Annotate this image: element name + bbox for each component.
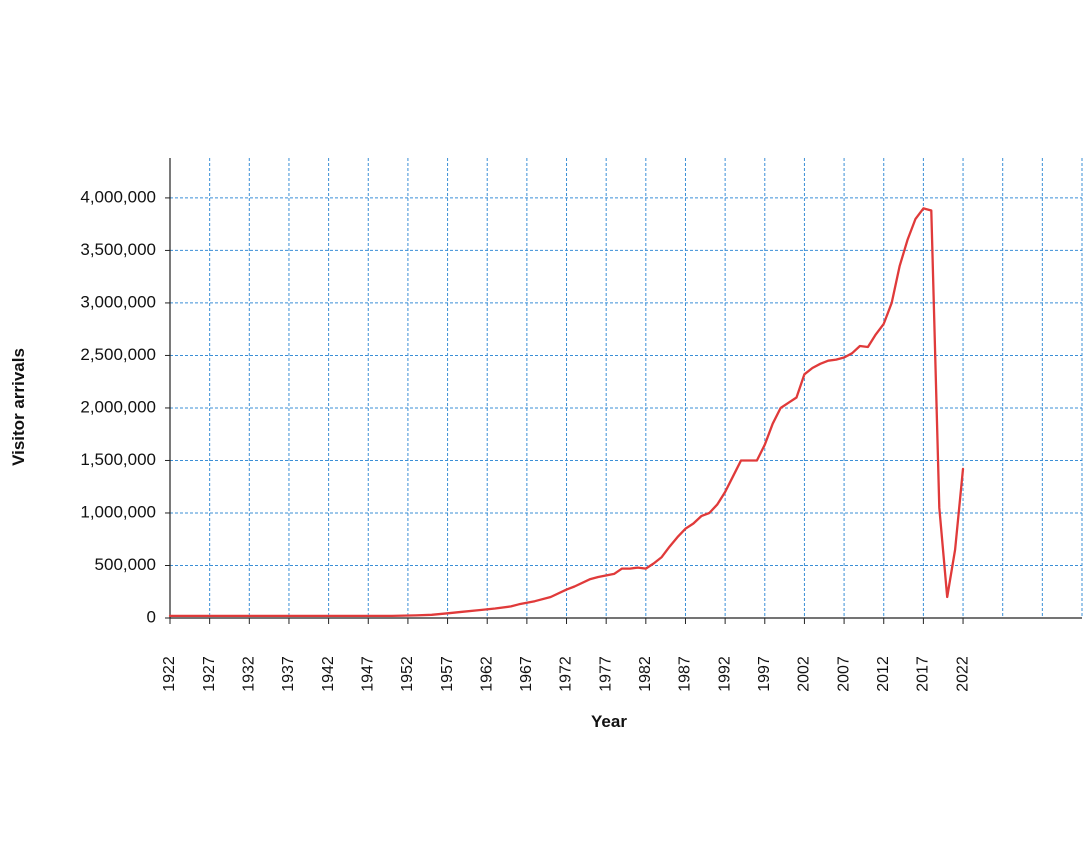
x-tick-label: 1977 [597,656,614,692]
y-tick-label: 2,000,000 [80,397,156,416]
x-tick-label: 2012 [875,656,892,692]
y-tick-label: 0 [147,607,156,626]
y-tick-label: 3,000,000 [80,292,156,311]
x-tick-label: 1992 [716,656,733,692]
y-tick-label: 4,000,000 [80,187,156,206]
x-tick-label: 1987 [677,656,694,692]
x-tick-label: 1997 [756,656,773,692]
series-layer [168,207,965,618]
x-tick-label: 2017 [915,656,932,692]
x-tick-label: 1957 [439,656,456,692]
x-tick-label: 1932 [241,656,258,692]
x-tick-label: 1922 [161,656,178,692]
y-tick-labels: 0 500,000 1,000,000 1,500,000 2,000,000 2,500… [80,187,170,626]
y-axis-label: Visitor arrivals [9,348,28,466]
x-tick-label: 1927 [201,656,218,692]
x-axis-label: Year [591,712,627,731]
x-tick-label: 1937 [280,656,297,692]
x-tick-label: 1967 [518,656,535,692]
x-tick-label: 1972 [558,656,575,692]
grid-lines [169,158,1083,618]
x-tick-label: 2007 [835,656,852,692]
y-tick-label: 500,000 [95,555,156,574]
y-tick-label: 1,500,000 [80,450,156,469]
x-tick-label: 1952 [399,656,416,692]
x-tick-label: 1947 [359,656,376,692]
y-tick-label: 2,500,000 [80,345,156,364]
x-tick-label: 2002 [796,656,813,692]
y-tick-label: 1,000,000 [80,502,156,521]
x-tick-label: 1982 [637,656,654,692]
x-tick-labels: 1922 1927 1932 1937 1942 1947 1952 1957 1962 1967… [161,618,971,692]
axes [169,158,1082,619]
y-tick-label: 3,500,000 [80,240,156,259]
x-tick-label: 2022 [954,656,971,692]
x-tick-label: 1942 [320,656,337,692]
series-line [168,207,965,618]
x-tick-label: 1962 [478,656,495,692]
